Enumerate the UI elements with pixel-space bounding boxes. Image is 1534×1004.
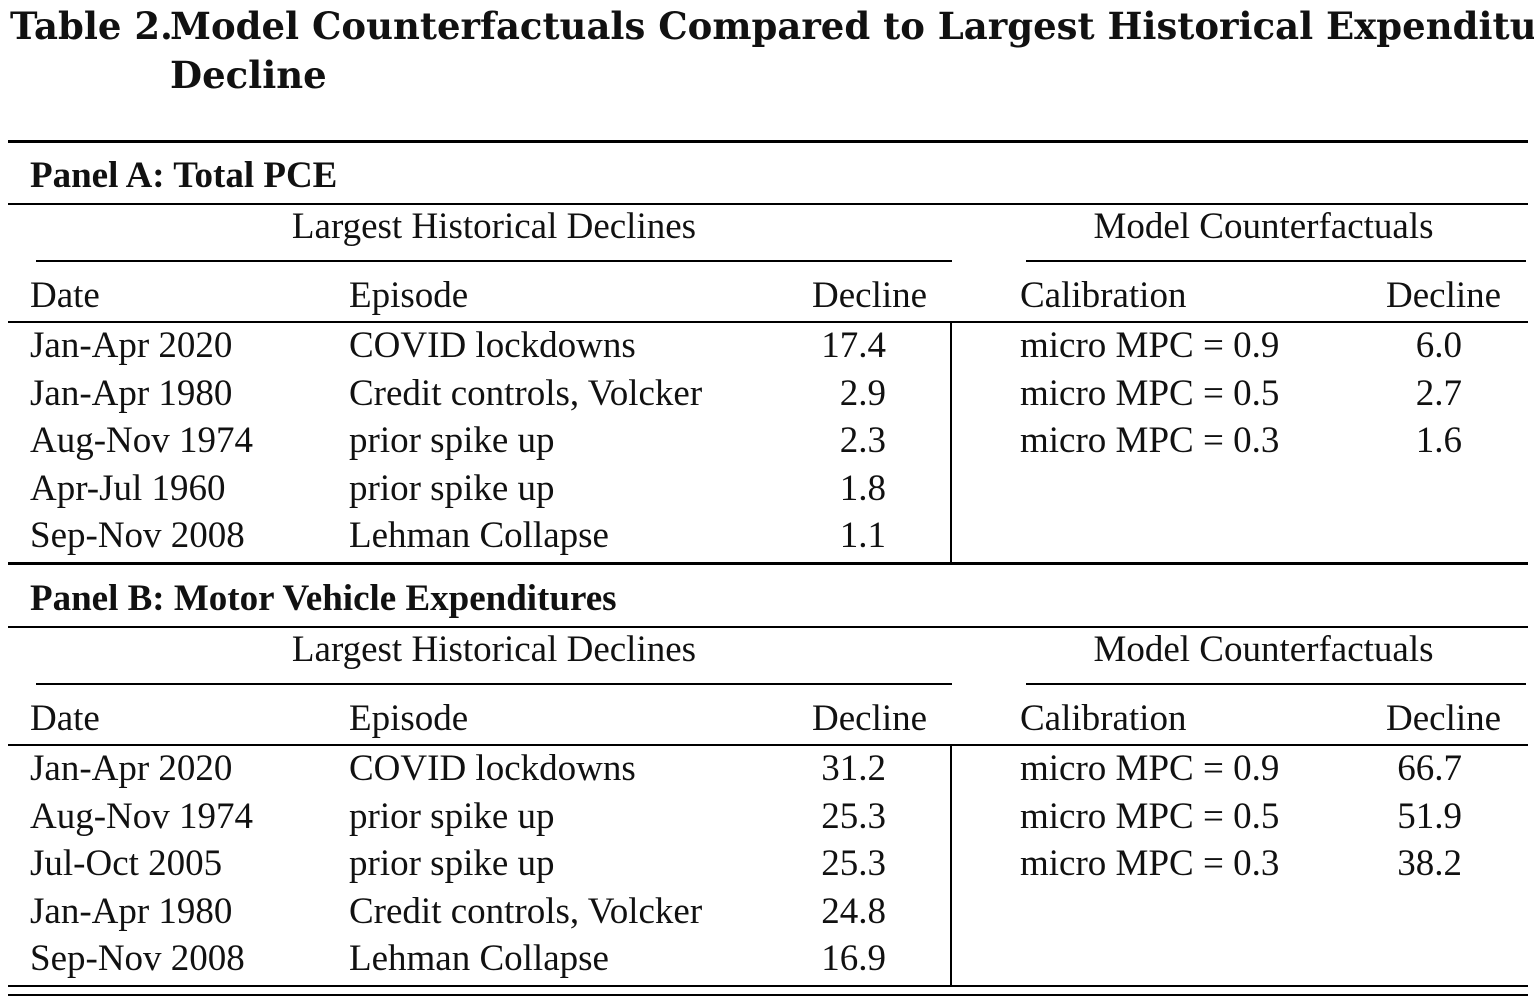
cell-date: Jan-Apr 2020 [30,325,233,366]
cell-calibration: micro MPC = 0.5 [1020,372,1280,414]
panel-title: Panel B: Motor Vehicle Expenditures [30,578,617,619]
cell-date: Jan-Apr 1980 [30,890,233,932]
column-header-model-decline: Decline [1386,275,1502,316]
header-rule [8,321,1528,323]
table-label: Table 2. [10,4,173,48]
bottom-rule-double [8,994,1528,996]
group-rule-historical [36,260,952,262]
cell-decline: 25.3 [821,843,886,885]
cell-date: Aug-Nov 1974 [30,420,254,462]
cell-date: Sep-Nov 2008 [30,515,245,557]
cell-episode: COVID lockdowns [349,748,636,789]
cell-model-decline: 66.7 [1397,748,1462,789]
column-header-episode: Episode [349,698,469,739]
cell-date: Jan-Apr 1980 [30,372,233,414]
cell-date: Apr-Jul 1960 [30,467,226,509]
column-header-calibration: Calibration [1020,698,1187,739]
column-header-decline: Decline [812,698,928,739]
header-rule [8,744,1528,746]
cell-decline: 25.3 [821,795,886,837]
column-header-episode: Episode [349,275,469,316]
panel-title: Panel A: Total PCE [30,155,338,196]
cell-episode: Lehman Collapse [349,938,609,980]
cell-episode: prior spike up [349,795,555,837]
vertical-divider [950,745,952,985]
group-header-model: Model Counterfactuals [1093,206,1434,247]
column-header-decline: Decline [812,275,928,316]
cell-model-decline: 6.0 [1415,325,1462,366]
cell-decline: 2.9 [839,372,886,414]
bottom-rule [8,985,1528,987]
group-rule-model [1026,260,1526,262]
cell-date: Jul-Oct 2005 [30,843,223,885]
cell-episode: Credit controls, Volcker [349,372,703,414]
table-title-line-1: Model Counterfactuals Compared to Larges… [170,4,1534,48]
cell-calibration: micro MPC = 0.5 [1020,795,1280,837]
cell-episode: Lehman Collapse [349,515,609,557]
cell-model-decline: 2.7 [1415,372,1462,414]
group-header-historical: Largest Historical Declines [291,206,697,247]
cell-decline: 1.1 [839,515,886,557]
column-header-date: Date [30,698,100,739]
column-header-model-decline: Decline [1386,698,1502,739]
cell-date: Aug-Nov 1974 [30,795,254,837]
cell-decline: 2.3 [839,420,886,462]
cell-model-decline: 1.6 [1415,420,1462,462]
cell-episode: prior spike up [349,420,555,462]
cell-model-decline: 38.2 [1397,843,1462,885]
cell-model-decline: 51.9 [1397,795,1462,837]
cell-date: Sep-Nov 2008 [30,938,245,980]
cell-episode: COVID lockdowns [349,325,636,366]
cell-date: Jan-Apr 2020 [30,748,233,789]
top-rule [8,140,1528,143]
group-header-model: Model Counterfactuals [1093,629,1434,670]
cell-episode: prior spike up [349,843,555,885]
panel-title-rule [8,626,1528,628]
cell-episode: Credit controls, Volcker [349,890,703,932]
cell-decline: 17.4 [821,325,886,366]
panel-title-rule [8,203,1528,205]
cell-calibration: micro MPC = 0.3 [1020,420,1280,462]
group-header-historical: Largest Historical Declines [291,629,697,670]
cell-decline: 1.8 [839,467,886,509]
cell-episode: prior spike up [349,467,555,509]
column-header-calibration: Calibration [1020,275,1187,316]
cell-calibration: micro MPC = 0.9 [1020,748,1280,789]
cell-decline: 31.2 [821,748,886,789]
cell-calibration: micro MPC = 0.3 [1020,843,1280,885]
cell-calibration: micro MPC = 0.9 [1020,325,1280,366]
panel-separator-rule [8,562,1528,565]
vertical-divider [950,322,952,562]
table-title-line-2: Decline [170,53,327,97]
column-header-date: Date [30,275,100,316]
group-rule-historical [36,683,952,685]
cell-decline: 16.9 [821,938,886,980]
group-rule-model [1026,683,1526,685]
cell-decline: 24.8 [821,890,886,932]
